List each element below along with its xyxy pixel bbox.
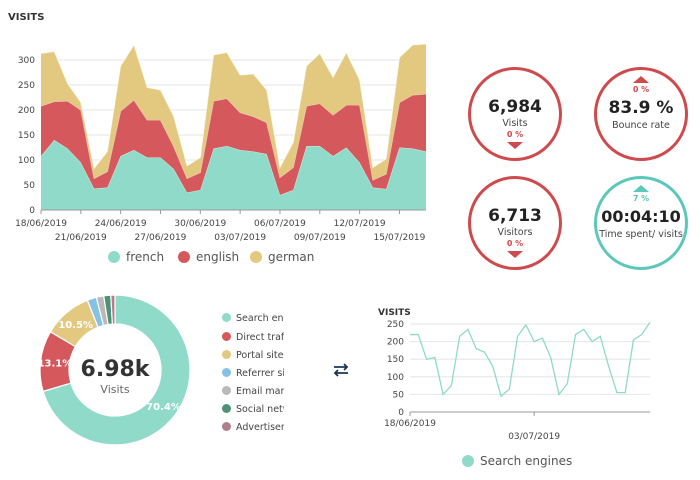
kpi-time-label: Time spent/ visits	[599, 229, 683, 240]
swap-arrows-icon[interactable]	[332, 363, 350, 377]
y-tick-label: 200	[387, 338, 404, 348]
area-series-french[interactable]	[41, 140, 426, 210]
kpi-bounce-label: Bounce rate	[612, 120, 670, 131]
kpi-visits-label: Visits	[502, 118, 528, 129]
y-tick-label: 250	[18, 81, 35, 91]
kpi-visits-value: 6,984	[488, 97, 542, 117]
donut-slice-label: 10.5%	[58, 320, 93, 331]
y-tick-label: 50	[24, 181, 36, 191]
y-tick-label: 300	[18, 56, 35, 66]
arrow-up-icon	[633, 185, 649, 192]
legend-label-search-engines: Search engines	[480, 454, 573, 468]
arrow-down-icon	[507, 251, 523, 258]
kpi-time-change: 7 %	[632, 194, 650, 203]
legend-marker	[222, 422, 231, 431]
donut-legend-item[interactable]: Portal sites	[222, 350, 284, 364]
y-tick-label: 0	[29, 206, 35, 216]
donut-slice-label: 13.1%	[38, 359, 73, 370]
x-tick-label: 15/07/2019	[374, 233, 426, 243]
kpi-bounce-value: 83.9 %	[608, 98, 674, 118]
kpi-bounce-rate: 0 % 83.9 % Bounce rate	[594, 67, 688, 161]
donut-slice-0[interactable]	[42, 294, 191, 446]
x-tick-label: 03/07/2019	[214, 233, 266, 243]
arrow-up-icon	[633, 76, 649, 83]
x-tick-label: 30/06/2019	[174, 219, 226, 229]
kpi-visits-change: 0 %	[506, 130, 524, 139]
legend-label: Direct traffi	[236, 332, 284, 343]
legend-label-french: french	[126, 250, 165, 264]
y-tick-label: 50	[393, 390, 405, 400]
donut-legend-item[interactable]: Referrer site	[222, 368, 284, 382]
kpi-bounce-change: 0 %	[632, 85, 650, 94]
legend-marker	[222, 404, 231, 413]
line-series-search-engines[interactable]	[410, 321, 651, 398]
y-tick-label: 100	[387, 373, 404, 383]
legend-label-german: german	[268, 250, 315, 264]
y-tick-label: 250	[387, 320, 404, 330]
x-tick-label: 12/07/2019	[334, 219, 386, 229]
kpi-visitors-label: Visitors	[497, 227, 533, 238]
area-series-german[interactable]	[41, 44, 426, 180]
donut-legend-item[interactable]: Advertiseme	[222, 422, 284, 436]
legend-marker	[222, 350, 231, 359]
kpi-time-spent: 7 % 00:04:10 Time spent/ visits	[594, 176, 688, 270]
donut-chart: 70.4% 13.1% 10.5% 6.98k Visits	[38, 294, 191, 446]
kpi-visitors: 6,713 Visitors 0 %	[468, 176, 562, 270]
legend-item-english[interactable]: english	[178, 250, 239, 264]
donut-slice-6[interactable]	[110, 294, 116, 325]
legend-label: Search engi	[236, 313, 284, 324]
area-series-english[interactable]	[41, 94, 426, 195]
donut-center-value: 6.98k	[81, 357, 151, 382]
legend-label: Email marke	[236, 386, 284, 397]
line-chart-title: VISITS	[378, 308, 411, 318]
legend-marker-french	[108, 251, 120, 263]
y-tick-label: 100	[18, 156, 35, 166]
kpi-time-value: 00:04:10	[601, 207, 681, 226]
legend-marker-search-engines	[462, 455, 474, 467]
donut-legend-item[interactable]: Search engi	[222, 313, 284, 327]
legend-marker	[222, 368, 231, 377]
y-tick-label: 150	[387, 355, 404, 365]
arrow-down-icon	[507, 142, 523, 149]
legend-marker-english	[178, 251, 190, 263]
area-series-edge	[40, 43, 427, 170]
x-tick-label: 03/07/2019	[508, 432, 560, 442]
line-chart: VISITS 0 50 100 150 200 250 18/06/2019 03/07/2…	[378, 308, 651, 442]
legend-item-search-engines[interactable]: Search engines	[462, 454, 572, 468]
legend-marker	[222, 313, 231, 322]
donut-legend-item[interactable]: Email marke	[222, 386, 284, 400]
legend-item-german[interactable]: german	[250, 250, 314, 264]
x-tick-label: 06/07/2019	[254, 219, 306, 229]
legend-label: Social netwo	[236, 404, 284, 415]
y-tick-label: 200	[18, 106, 35, 116]
legend-marker	[222, 332, 231, 341]
donut-legend-item[interactable]: Direct traffi	[222, 332, 284, 346]
area-chart-title: VISITS	[8, 12, 44, 23]
legend-label: Referrer site	[236, 368, 284, 379]
legend-marker-german	[250, 251, 262, 263]
kpi-visitors-change: 0 %	[506, 239, 524, 248]
x-tick-label: 18/06/2019	[15, 219, 67, 229]
stacked-area-chart: VISITS 0 50 100 150 200 250 300 18/06/2019 21/0…	[8, 12, 427, 243]
donut-legend-item[interactable]: Social netwo	[222, 404, 284, 418]
legend-label-english: english	[196, 250, 240, 264]
legend-label: Portal sites	[236, 350, 284, 361]
kpi-visitors-value: 6,713	[488, 206, 542, 226]
y-tick-label: 0	[398, 408, 404, 418]
y-tick-label: 150	[18, 131, 35, 141]
x-tick-label: 24/06/2019	[95, 219, 147, 229]
legend-item-french[interactable]: french	[108, 250, 164, 264]
x-tick-label: 27/06/2019	[135, 233, 187, 243]
x-tick-label: 09/07/2019	[294, 233, 346, 243]
donut-center-label: Visits	[100, 383, 129, 396]
legend-label: Advertiseme	[236, 422, 284, 433]
kpi-visits: 6,984 Visits 0 %	[468, 67, 562, 161]
legend-marker	[222, 386, 231, 395]
donut-slice-label: 70.4%	[146, 402, 181, 413]
x-tick-label: 21/06/2019	[55, 233, 107, 243]
x-tick-label: 18/06/2019	[384, 419, 436, 429]
